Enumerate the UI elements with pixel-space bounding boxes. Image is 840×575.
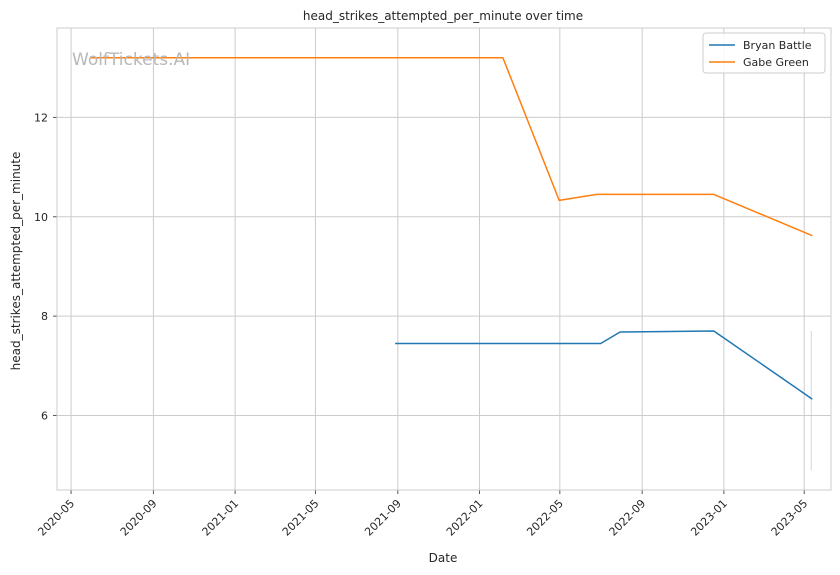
x-tick-label: 2021-05 [280, 497, 322, 539]
x-tick-label: 2022-01 [444, 497, 486, 539]
x-tick-label: 2020-05 [35, 497, 77, 539]
grid [57, 28, 831, 490]
legend-label: Bryan Battle [743, 39, 812, 52]
legend-label: Gabe Green [743, 56, 809, 69]
y-tick-label: 12 [34, 111, 48, 124]
x-axis-title: Date [429, 551, 458, 565]
x-tick-label: 2021-01 [200, 497, 242, 539]
legend-box [702, 32, 826, 74]
legend: Bryan Battle Gabe Green [702, 32, 826, 74]
x-tick-label: 2022-09 [607, 497, 649, 539]
y-axis-title: head_strikes_attempted_per_minute [9, 152, 23, 371]
plot-lines [90, 57, 813, 471]
x-tick-label: 2020-09 [118, 497, 160, 539]
chart-title: head_strikes_attempted_per_minute over t… [303, 9, 583, 23]
x-tick-label: 2023-05 [769, 497, 811, 539]
y-tick-label: 6 [41, 409, 48, 422]
y-tick-label: 8 [41, 310, 48, 323]
plot-frame [56, 27, 832, 491]
x-tick-label: 2023-01 [688, 497, 730, 539]
watermark-logo: WolfTickets.AI [72, 50, 190, 70]
x-tick-label: 2022-05 [524, 497, 566, 539]
series-line-gabe-green [90, 57, 813, 237]
series-line-bryan-battle [395, 330, 813, 400]
x-tick-label: 2021-09 [362, 497, 404, 539]
y-tick-label: 10 [34, 211, 48, 224]
